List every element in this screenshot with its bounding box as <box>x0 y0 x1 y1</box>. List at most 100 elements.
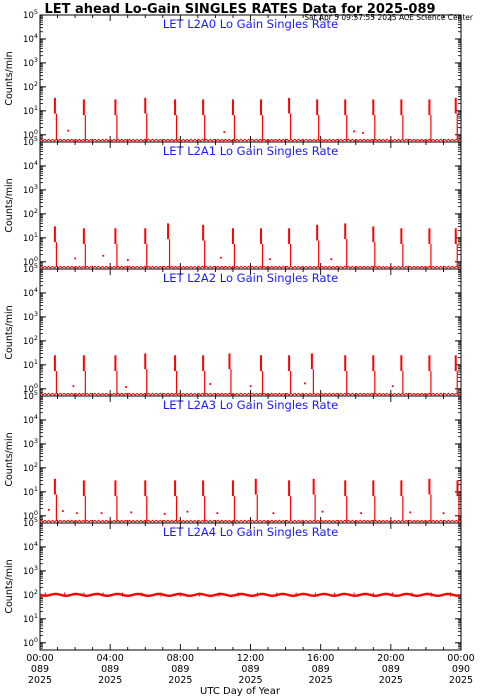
x-axis-label: UTC Day of Year <box>200 686 281 697</box>
y-tick-label: 105 <box>23 8 38 21</box>
x-tick-label: 04:00 <box>96 653 123 664</box>
y-tick-label: 104 <box>23 159 38 172</box>
x-tick-label: 16:00 <box>307 653 334 664</box>
x-tick-label: 12:00 <box>237 653 264 664</box>
y-tick-label: 103 <box>23 183 38 196</box>
level-trace <box>39 592 461 598</box>
baseline-trace <box>39 265 461 269</box>
y-tick-label: 104 <box>23 32 38 45</box>
y-tick-label: 103 <box>23 56 38 69</box>
panel-frame <box>39 14 462 143</box>
x-tick-label: 2025 <box>168 675 192 686</box>
panel-2: LET L2A2 Lo Gain Singles Rate10010110210… <box>4 262 462 397</box>
y-tick-label: 101 <box>23 231 38 244</box>
x-tick-label: 2025 <box>28 675 52 686</box>
data-point <box>272 512 275 515</box>
y-tick-label: 104 <box>23 286 38 299</box>
baseline-trace <box>39 519 461 523</box>
y-tick-label: 102 <box>23 588 38 601</box>
y-axis-label: Counts/min <box>4 559 15 613</box>
panel-title: LET L2A1 Lo Gain Singles Rate <box>163 144 338 158</box>
y-tick-label: 102 <box>23 334 38 347</box>
data-point <box>67 129 70 132</box>
x-tick-label: 2025 <box>449 675 473 686</box>
x-tick-label: 2025 <box>238 675 262 686</box>
y-axis-label: Counts/min <box>4 305 15 359</box>
panel-0: LET L2A0 Lo Gain Singles Rate10010110210… <box>4 8 462 143</box>
data-point <box>391 385 394 388</box>
panel-4: LET L2A4 Lo Gain Singles Rate 100 101 102 10… <box>4 516 462 651</box>
panels-group: LET L2A0 Lo Gain Singles Rate 100 101 102 10… <box>4 8 475 686</box>
data-point <box>72 385 75 388</box>
y-axis-label: Counts/min <box>4 178 15 232</box>
data-point <box>361 132 364 134</box>
data-point <box>125 386 127 388</box>
x-tick-label: 089 <box>241 664 259 675</box>
panel-title: LET L2A2 Lo Gain Singles Rate <box>163 271 338 285</box>
data-point <box>216 512 219 515</box>
x-tick-label: 089 <box>101 664 119 675</box>
timestamp-label: Sat Apr 5 09:57:55 2025 ACE Science Cent… <box>304 13 474 22</box>
data-point <box>330 258 333 261</box>
data-point <box>47 508 50 511</box>
panel-title: LET L2A4 Lo Gain Singles Rate <box>163 525 338 539</box>
data-point <box>360 512 363 515</box>
data-point <box>249 385 252 388</box>
x-tick-label: 2025 <box>98 675 122 686</box>
x-tick-label: 089 <box>31 664 49 675</box>
data-point <box>442 512 445 515</box>
y-tick-label: 102 <box>23 207 38 220</box>
data-point <box>353 130 355 133</box>
y-tick-label: 103 <box>23 564 38 577</box>
data-point <box>126 259 129 261</box>
data-point <box>219 256 222 259</box>
data-point <box>163 513 166 515</box>
y-tick-label: 101 <box>23 485 38 498</box>
y-tick-label: 101 <box>23 104 38 117</box>
y-tick-label: 102 <box>23 80 38 93</box>
x-tick-label: 20:00 <box>377 653 404 664</box>
data-point <box>76 512 78 515</box>
y-tick-label: 104 <box>23 413 38 426</box>
panel-3: LET L2A3 Lo Gain Singles Rate10010110210… <box>4 389 462 524</box>
panel-title: LET L2A3 Lo Gain Singles Rate <box>163 398 338 412</box>
data-point <box>409 511 412 514</box>
x-tick-label: 2025 <box>379 675 403 686</box>
baseline-trace <box>39 392 461 396</box>
x-tick-label: 2025 <box>309 675 333 686</box>
chart-title: LET ahead Lo-Gain SINGLES RATES Data for… <box>44 2 435 17</box>
data-point <box>74 257 77 260</box>
panel-title: LET L2A0 Lo Gain Singles Rate <box>163 17 338 31</box>
data-point <box>186 510 189 513</box>
x-tick-label: 089 <box>382 664 400 675</box>
data-point <box>102 254 105 257</box>
baseline-trace <box>39 138 461 142</box>
x-tick-label: 090 <box>452 664 470 675</box>
panel-frame <box>39 141 462 270</box>
y-tick-label: 103 <box>23 310 38 323</box>
y-tick-label: 104 <box>23 540 38 553</box>
x-tick-label: 089 <box>171 664 189 675</box>
y-axis-label: Counts/min <box>4 51 15 105</box>
y-tick-label: 101 <box>23 358 38 371</box>
data-point <box>100 512 103 515</box>
x-tick-label: 08:00 <box>167 653 194 664</box>
panel-frame <box>39 522 462 651</box>
data-point <box>223 131 226 134</box>
panel-1: LET L2A1 Lo Gain Singles Rate10010110210… <box>4 135 462 270</box>
data-point <box>304 382 306 385</box>
panel-frame <box>39 268 462 397</box>
data-point <box>130 511 133 514</box>
y-tick-label: 102 <box>23 461 38 474</box>
y-tick-label: 101 <box>23 612 38 625</box>
data-point <box>321 510 324 513</box>
data-point <box>209 383 212 385</box>
panel-frame <box>39 395 462 524</box>
x-tick-label: 089 <box>312 664 330 675</box>
x-tick-label: 00:00 <box>447 653 474 664</box>
data-point <box>268 258 271 261</box>
y-tick-label: 103 <box>23 437 38 450</box>
y-tick-label: 100 <box>23 636 38 649</box>
y-axis-label: Counts/min <box>4 432 15 486</box>
